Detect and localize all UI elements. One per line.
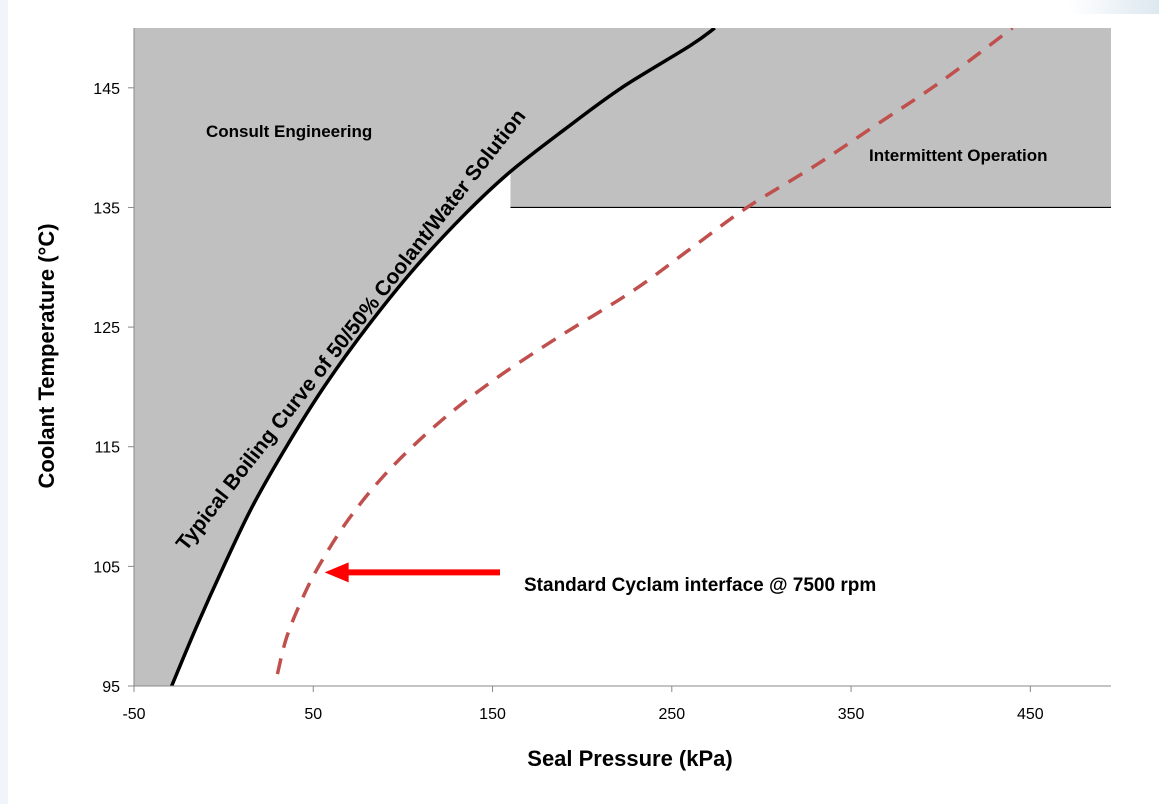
x-tick-label: 50 xyxy=(304,706,322,723)
consult-engineering-label: Consult Engineering xyxy=(206,122,372,141)
intermittent-operation-region xyxy=(510,28,1111,208)
y-axis-title: Coolant Temperature (°C) xyxy=(34,223,59,488)
regions-layer xyxy=(134,28,1111,686)
cyclam-curve-label: Standard Cyclam interface @ 7500 rpm xyxy=(524,575,876,596)
x-tick-label: -50 xyxy=(122,706,145,723)
y-tick-label: 135 xyxy=(93,200,120,217)
annotation-arrow-head xyxy=(324,562,349,583)
y-tick-label: 115 xyxy=(94,440,120,457)
y-tick-label: 145 xyxy=(93,81,120,98)
y-tick-label: 105 xyxy=(93,559,120,576)
cyclam-curve-line xyxy=(275,28,1014,675)
boiling-curve-line xyxy=(170,28,716,686)
axes-layer: -50 50 150 250 350 450 95 105 115 125 135 145 xyxy=(93,28,1111,723)
y-tick-label: 95 xyxy=(102,679,120,696)
series-layer xyxy=(170,28,1014,686)
x-axis-title: Seal Pressure (kPa) xyxy=(527,746,732,771)
y-tick-label: 125 xyxy=(93,320,120,337)
x-tick-label: 150 xyxy=(479,706,506,723)
intermittent-operation-label: Intermittent Operation xyxy=(869,146,1048,165)
consult-engineering-region xyxy=(134,28,715,686)
x-tick-label: 250 xyxy=(658,706,685,723)
slide-corner-decoration xyxy=(1069,0,1159,14)
x-tick-label: 450 xyxy=(1017,706,1044,723)
slide-edge xyxy=(0,0,8,804)
x-tick-label: 350 xyxy=(838,706,865,723)
